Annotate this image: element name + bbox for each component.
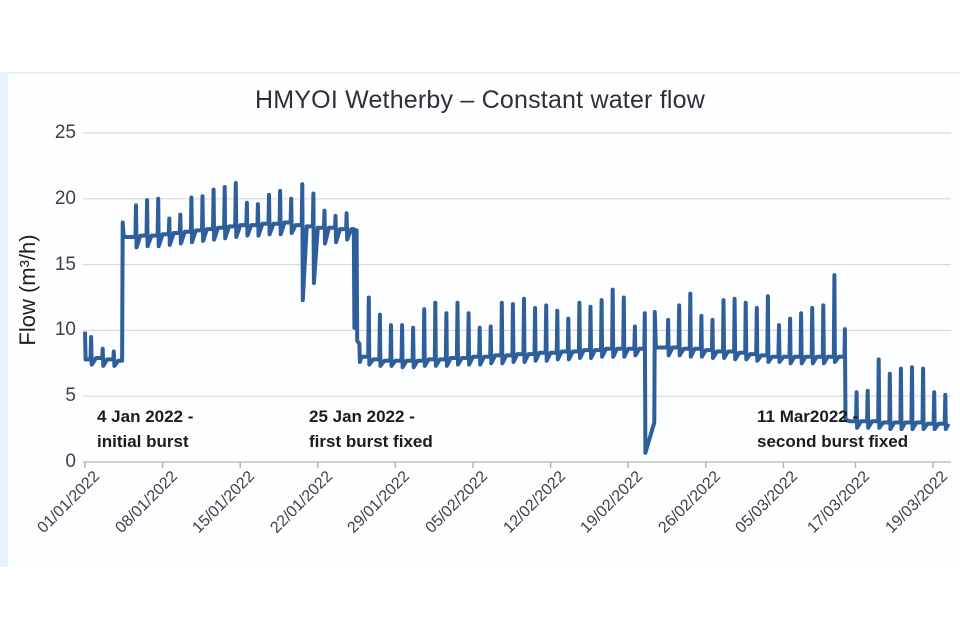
y-tick-label: 20	[54, 187, 76, 209]
annotation-first-burst-fixed: 25 Jan 2022 - first burst fixed	[309, 404, 433, 454]
y-axis-title: Flow (m³/h)	[15, 234, 40, 346]
y-tick-label: 25	[54, 122, 76, 143]
annotation-line: first burst fixed	[309, 432, 433, 451]
y-tick-label: 0	[65, 451, 76, 472]
y-tick-label: 5	[65, 385, 76, 407]
annotation-line: 25 Jan 2022 -	[309, 407, 415, 426]
chart-title: HMYOI Wetherby – Constant water flow	[255, 86, 705, 114]
y-tick-label: 15	[54, 253, 76, 275]
annotation-initial-burst: 4 Jan 2022 - initial burst	[97, 404, 193, 454]
annotation-second-burst-fixed: 11 Mar2022 - second burst fixed	[757, 404, 908, 454]
annotation-line: 4 Jan 2022 -	[97, 407, 194, 426]
panel-accent-strip	[0, 74, 8, 567]
y-tick-label: 10	[54, 319, 76, 341]
annotation-line: 11 Mar2022 -	[757, 407, 859, 426]
annotation-line: second burst fixed	[757, 432, 909, 451]
annotation-line: initial burst	[97, 432, 189, 451]
